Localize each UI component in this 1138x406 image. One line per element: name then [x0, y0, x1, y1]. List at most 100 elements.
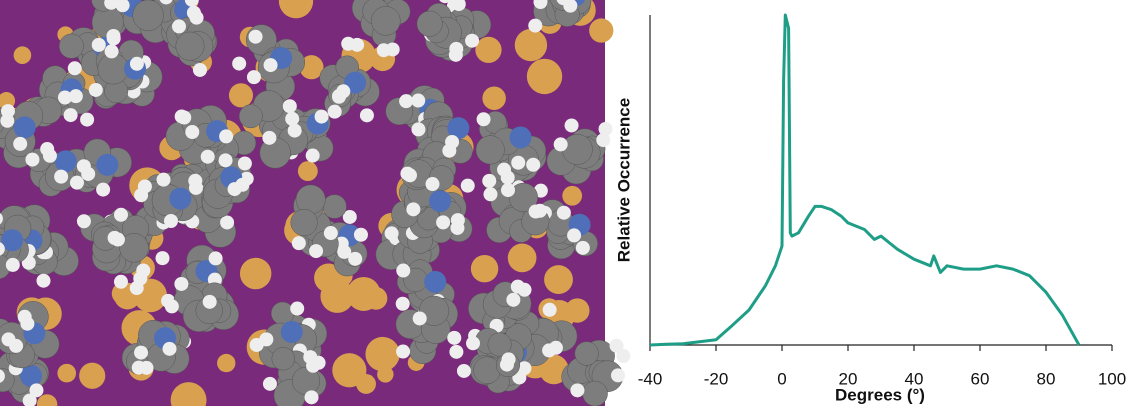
- atom: [25, 153, 39, 167]
- atom: [341, 37, 355, 51]
- atom: [475, 37, 501, 63]
- atom: [396, 264, 410, 278]
- atom: [399, 94, 413, 108]
- atom: [616, 349, 630, 363]
- atom: [562, 186, 582, 206]
- atom: [229, 83, 253, 107]
- atom: [309, 244, 323, 258]
- atom: [549, 341, 563, 355]
- atom: [447, 331, 461, 345]
- atom: [583, 381, 608, 406]
- atom: [59, 34, 83, 58]
- atom: [20, 317, 34, 331]
- atom: [508, 244, 537, 273]
- atom: [193, 63, 207, 77]
- atom: [247, 70, 261, 84]
- atom: [449, 42, 463, 56]
- atom: [220, 215, 234, 229]
- atom: [611, 368, 625, 382]
- atom: [461, 179, 475, 193]
- atom: [219, 129, 233, 143]
- atom: [371, 6, 400, 35]
- atom: [576, 241, 590, 255]
- atom: [283, 99, 297, 113]
- atom: [240, 258, 271, 289]
- atom: [471, 255, 498, 282]
- atom: [89, 83, 103, 97]
- atom: [396, 345, 410, 359]
- atom: [1, 104, 15, 118]
- atom: [450, 221, 464, 235]
- atom: [187, 6, 201, 20]
- atom: [510, 126, 532, 148]
- atom: [239, 105, 262, 128]
- atom: [292, 236, 306, 250]
- atom: [92, 38, 106, 52]
- atom: [567, 228, 581, 242]
- figure: Relative Occurrence Degrees (°) -40-2002…: [0, 0, 1138, 406]
- atom: [527, 59, 562, 94]
- data-line: [650, 15, 1079, 345]
- atom: [58, 91, 72, 105]
- atom: [174, 277, 188, 291]
- atom: [249, 30, 263, 44]
- atom: [263, 377, 277, 391]
- atom: [518, 283, 532, 297]
- atom: [449, 345, 463, 359]
- atom: [417, 11, 443, 37]
- atom: [6, 258, 20, 272]
- atom: [164, 214, 178, 228]
- atom: [219, 153, 233, 167]
- page: Relative Occurrence Degrees (°) -40-2002…: [0, 0, 1138, 406]
- atom: [157, 173, 171, 187]
- atom: [79, 363, 105, 389]
- atom: [130, 57, 144, 71]
- atom: [133, 0, 164, 31]
- atom: [238, 156, 252, 170]
- atom: [163, 342, 177, 356]
- atom: [365, 337, 399, 371]
- atom: [413, 311, 427, 325]
- atom: [262, 131, 276, 145]
- atom: [457, 364, 471, 378]
- atom: [377, 43, 391, 57]
- atom: [465, 34, 479, 48]
- atom: [172, 19, 186, 33]
- atom: [497, 163, 511, 177]
- atom: [396, 297, 410, 311]
- atom: [9, 339, 23, 353]
- atom: [298, 161, 318, 181]
- y-axis-label: Relative Occurrence: [614, 98, 633, 262]
- atom: [40, 142, 54, 156]
- atom: [385, 226, 399, 240]
- atom: [132, 361, 146, 375]
- atom: [596, 133, 610, 147]
- atom: [264, 58, 278, 72]
- atom: [324, 226, 338, 240]
- atom: [337, 245, 351, 259]
- atom: [473, 357, 500, 384]
- atom: [68, 61, 82, 75]
- atom: [106, 29, 120, 43]
- atom: [236, 178, 250, 192]
- atom: [403, 168, 417, 182]
- atom: [557, 206, 571, 220]
- atom: [201, 150, 215, 164]
- atom: [250, 338, 264, 352]
- atom: [111, 233, 125, 247]
- atom: [315, 110, 329, 124]
- atom: [165, 299, 179, 313]
- atom: [169, 188, 191, 210]
- atom: [528, 19, 542, 33]
- atom: [306, 149, 320, 163]
- atom: [526, 158, 540, 172]
- atom: [177, 111, 191, 125]
- atom: [209, 251, 223, 265]
- atom: [105, 44, 119, 58]
- atom: [502, 352, 516, 366]
- atom: [328, 105, 342, 119]
- atom: [442, 144, 456, 158]
- atom: [155, 251, 169, 265]
- atom: [356, 374, 376, 394]
- atom: [281, 321, 303, 343]
